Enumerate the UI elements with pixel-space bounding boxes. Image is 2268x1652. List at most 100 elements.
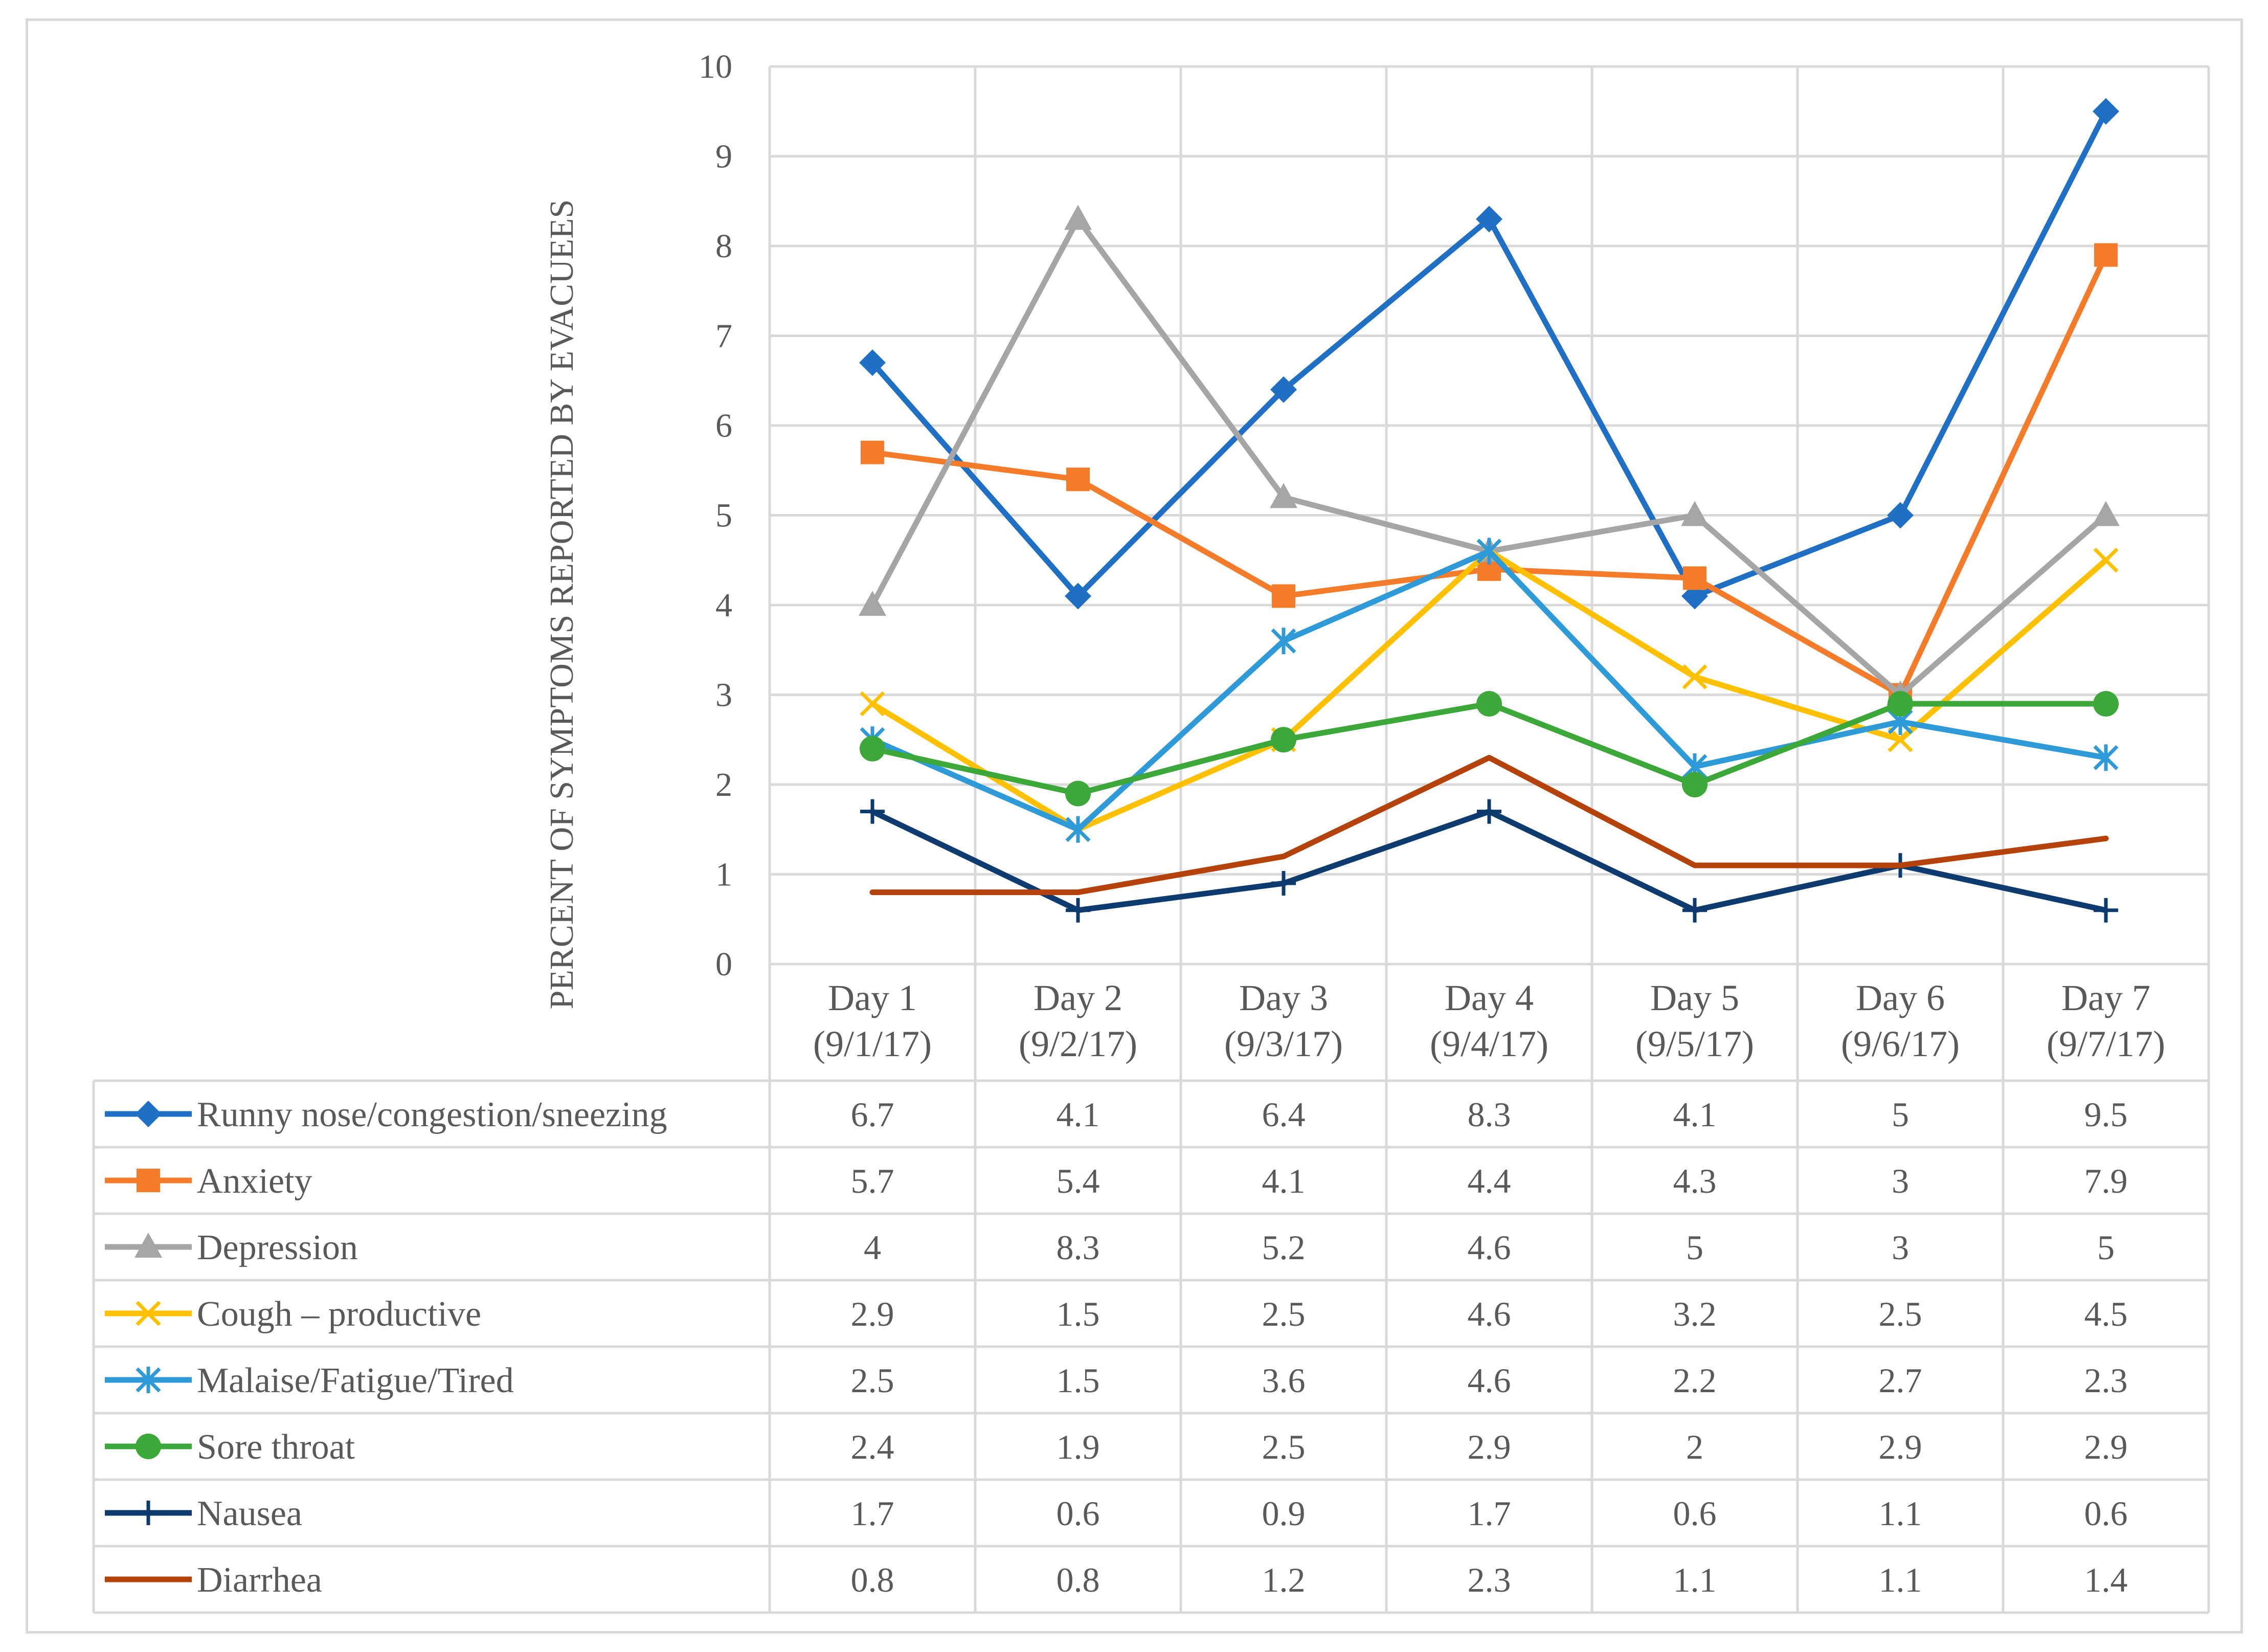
y-tick-label-3: 3 <box>715 677 732 714</box>
table-cell-sore-throat: 2.9 <box>1468 1427 1511 1466</box>
table-cell-depression: 5 <box>2097 1228 2115 1267</box>
data-point-depression <box>859 591 886 616</box>
legend-label-cough-productive: Cough – productive <box>197 1294 481 1334</box>
data-point-anxiety <box>1066 467 1090 492</box>
table-cell-runny-nose-congestion-sneezing: 4.1 <box>1057 1095 1100 1134</box>
data-point-sore-throat <box>860 735 885 762</box>
legend-label-sore-throat: Sore throat <box>197 1427 355 1467</box>
x-tick-label-date: (9/7/17) <box>2047 1023 2165 1064</box>
data-point-sore-throat <box>1476 691 1502 717</box>
y-tick-label-5: 5 <box>715 497 732 534</box>
table-cell-anxiety: 5.7 <box>851 1162 894 1200</box>
table-cell-anxiety: 3 <box>1892 1162 1909 1200</box>
table-cell-diarrhea: 1.2 <box>1262 1560 1306 1599</box>
data-point-runny-nose-congestion-sneezing <box>1887 502 1914 529</box>
x-tick-label-day: Day 7 <box>2061 977 2150 1018</box>
table-cell-runny-nose-congestion-sneezing: 4.1 <box>1673 1095 1717 1134</box>
x-tick-label-date: (9/6/17) <box>1841 1023 1960 1064</box>
series-line-sore-throat <box>869 701 2109 797</box>
chart-frame <box>26 18 2243 1634</box>
y-tick-label-0: 0 <box>715 946 732 983</box>
table-cell-cough-productive: 2.5 <box>1262 1294 1306 1333</box>
data-point-runny-nose-congestion-sneezing <box>859 349 886 376</box>
data-point-anxiety <box>2094 243 2118 267</box>
table-cell-diarrhea: 0.8 <box>851 1560 894 1599</box>
table-cell-nausea: 0.9 <box>1262 1494 1306 1533</box>
data-point-malaise-fatigue-tired <box>2093 744 2119 771</box>
data-point-sore-throat <box>1271 727 1296 753</box>
table-cell-nausea: 1.1 <box>1879 1494 1922 1533</box>
x-tick-label-date: (9/4/17) <box>1430 1023 1548 1064</box>
table-cell-nausea: 0.6 <box>2084 1494 2128 1533</box>
series-line-depression <box>869 216 2109 698</box>
data-point-anxiety <box>861 440 884 464</box>
data-point-runny-nose-congestion-sneezing <box>1270 376 1297 403</box>
table-cell-malaise-fatigue-tired: 2.7 <box>1879 1361 1922 1400</box>
table-cell-sore-throat: 1.9 <box>1057 1427 1100 1466</box>
y-tick-label-10: 10 <box>699 48 732 85</box>
data-point-depression <box>1270 483 1297 508</box>
y-tick-label-6: 6 <box>715 407 732 444</box>
table-cell-runny-nose-congestion-sneezing: 8.3 <box>1468 1095 1511 1134</box>
table-cell-nausea: 0.6 <box>1057 1494 1100 1533</box>
table-cell-malaise-fatigue-tired: 2.3 <box>2084 1361 2128 1400</box>
table-cell-sore-throat: 2.5 <box>1262 1427 1306 1466</box>
data-point-malaise-fatigue-tired <box>1271 628 1296 655</box>
x-tick-label-day: Day 6 <box>1856 977 1945 1018</box>
data-point-depression <box>1681 501 1709 526</box>
table-cell-malaise-fatigue-tired: 4.6 <box>1468 1361 1511 1400</box>
data-point-nausea <box>2094 898 2118 923</box>
table-cell-cough-productive: 3.2 <box>1673 1294 1717 1333</box>
legend-label-nausea: Nausea <box>197 1494 302 1533</box>
table-cell-malaise-fatigue-tired: 1.5 <box>1057 1361 1100 1400</box>
data-point-cough-productive <box>860 691 885 717</box>
table-cell-depression: 4 <box>864 1228 881 1267</box>
legend-key-marker-runny-nose-congestion-sneezing <box>135 1101 162 1127</box>
data-point-sore-throat <box>1682 772 1708 797</box>
table-cell-cough-productive: 1.5 <box>1057 1294 1100 1333</box>
legend-key-marker-cough-productive <box>136 1301 161 1326</box>
table-cell-diarrhea: 1.1 <box>1673 1560 1717 1599</box>
table-cell-runny-nose-congestion-sneezing: 9.5 <box>2084 1095 2128 1134</box>
legend-label-malaise-fatigue-tired: Malaise/Fatigue/Tired <box>197 1361 514 1400</box>
series-line-diarrhea <box>869 754 2109 896</box>
x-tick-label-day: Day 5 <box>1650 977 1739 1018</box>
table-cell-cough-productive: 2.5 <box>1879 1294 1922 1333</box>
table-cell-runny-nose-congestion-sneezing: 6.4 <box>1262 1095 1306 1134</box>
data-point-sore-throat <box>1065 780 1091 807</box>
table-cell-cough-productive: 2.9 <box>851 1294 894 1333</box>
series-line-runny-nose-congestion-sneezing <box>869 108 2109 599</box>
legend-label-runny-nose-congestion-sneezing: Runny nose/congestion/sneezing <box>197 1095 667 1134</box>
legend-key-marker-depression <box>134 1233 162 1258</box>
data-point-nausea <box>1477 799 1501 824</box>
table-cell-depression: 4.6 <box>1468 1228 1511 1267</box>
data-point-anxiety <box>1683 566 1706 590</box>
x-tick-label-day: Day 1 <box>828 977 917 1018</box>
x-tick-label-date: (9/5/17) <box>1635 1023 1754 1064</box>
data-point-nausea <box>860 799 885 824</box>
table-cell-depression: 8.3 <box>1057 1228 1100 1267</box>
table-cell-depression: 5.2 <box>1262 1228 1306 1267</box>
table-cell-cough-productive: 4.6 <box>1468 1294 1511 1333</box>
data-point-depression <box>2092 501 2120 526</box>
y-axis-title: PERCENT OF SYMPTOMS REPORTED BY EVACUEES <box>543 199 580 1009</box>
table-cell-runny-nose-congestion-sneezing: 6.7 <box>851 1095 894 1134</box>
y-tick-label-9: 9 <box>715 138 732 175</box>
y-tick-label-2: 2 <box>715 766 732 803</box>
table-cell-runny-nose-congestion-sneezing: 5 <box>1892 1095 1909 1134</box>
table-cell-anxiety: 4.4 <box>1468 1162 1511 1200</box>
x-tick-label-day: Day 3 <box>1239 977 1328 1018</box>
legend-key-marker-anxiety <box>137 1169 160 1192</box>
table-cell-sore-throat: 2 <box>1686 1427 1703 1466</box>
data-point-runny-nose-congestion-sneezing <box>2093 98 2119 125</box>
table-cell-diarrhea: 1.1 <box>1879 1560 1922 1599</box>
y-tick-label-7: 7 <box>715 318 732 355</box>
legend-label-anxiety: Anxiety <box>197 1162 312 1201</box>
table-cell-diarrhea: 1.4 <box>2084 1560 2128 1599</box>
table-cell-cough-productive: 4.5 <box>2084 1294 2128 1333</box>
y-tick-label-8: 8 <box>715 228 732 265</box>
data-point-sore-throat <box>1888 691 1913 717</box>
data-point-sore-throat <box>2093 691 2119 717</box>
data-point-cough-productive <box>2093 547 2119 573</box>
